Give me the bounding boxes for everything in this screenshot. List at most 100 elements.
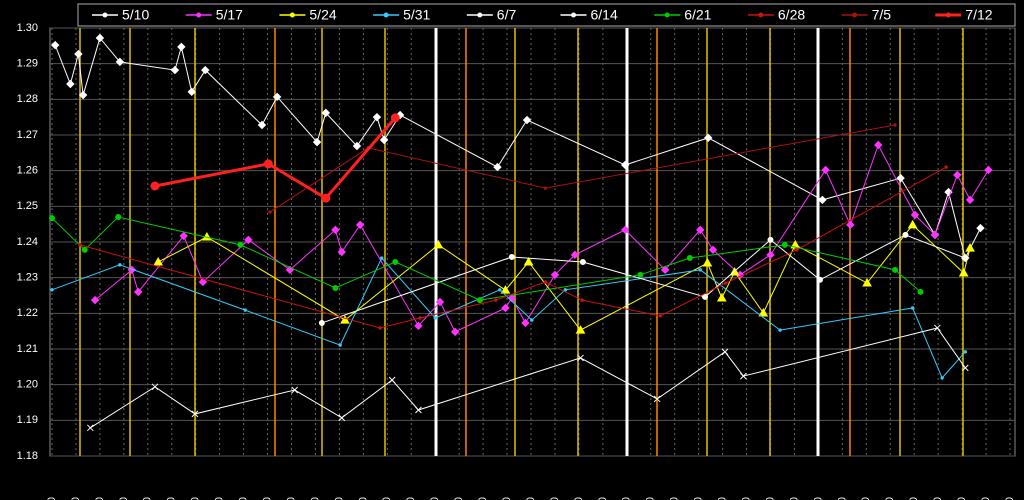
y-tick-label: 1.27 — [17, 129, 38, 141]
x-tick-label: 18:00 — [525, 497, 537, 500]
point — [118, 263, 122, 267]
point — [115, 214, 122, 221]
point — [658, 314, 663, 318]
point — [702, 258, 713, 267]
point — [340, 315, 350, 324]
point — [50, 288, 54, 292]
point — [686, 255, 693, 262]
point — [961, 364, 969, 372]
point — [570, 250, 580, 260]
point — [620, 160, 630, 170]
point — [795, 248, 799, 252]
line — [79, 166, 947, 329]
point — [244, 235, 253, 245]
point — [78, 243, 82, 247]
x-tick-label: 06:00 — [621, 497, 633, 500]
legend-marker — [571, 12, 576, 18]
x-tick-label: 12:00 — [669, 497, 681, 500]
point — [696, 225, 705, 235]
point — [724, 281, 728, 285]
point — [953, 170, 962, 180]
point — [379, 135, 389, 145]
point — [893, 123, 897, 127]
x-tick-label: 06:00 — [429, 497, 441, 500]
point — [390, 113, 400, 123]
point — [862, 278, 872, 287]
x-tick-label: 06:00 — [812, 497, 824, 500]
point — [312, 137, 322, 147]
legend-marker — [664, 12, 670, 18]
point — [74, 49, 83, 59]
point — [392, 258, 399, 265]
point — [237, 241, 244, 248]
point — [653, 395, 661, 403]
point — [933, 324, 941, 332]
point — [550, 270, 560, 280]
point — [272, 92, 282, 102]
point — [198, 277, 208, 287]
y-tick-label: 1.23 — [17, 272, 38, 284]
point — [963, 350, 967, 354]
legend-marker — [102, 12, 108, 18]
point — [580, 298, 584, 302]
point — [494, 298, 498, 302]
point — [944, 165, 948, 169]
point — [134, 287, 143, 297]
point — [508, 253, 515, 260]
legend-marker — [945, 12, 951, 18]
x-tick-label: 00:00 — [764, 497, 776, 500]
legend-label: 5/17 — [216, 7, 243, 23]
line — [51, 257, 966, 379]
y-tick-label: 1.28 — [17, 93, 38, 105]
point — [821, 165, 830, 175]
point — [874, 140, 883, 150]
series — [318, 231, 969, 326]
point — [321, 108, 331, 118]
y-tick-label: 1.29 — [17, 58, 38, 70]
point — [187, 87, 196, 97]
point — [543, 280, 548, 284]
point — [766, 250, 775, 260]
point — [620, 225, 630, 235]
point — [372, 112, 382, 122]
x-tick-label: 09:00 — [70, 497, 82, 500]
point — [721, 348, 729, 356]
x-tick-label: 21:00 — [357, 497, 369, 500]
point — [940, 376, 944, 380]
x-tick-label: 03:00 — [405, 497, 417, 500]
point — [637, 271, 644, 278]
x-tick-label: 15:00 — [693, 497, 705, 500]
legend-marker — [758, 12, 764, 18]
series — [78, 165, 948, 330]
legend-label: 7/12 — [965, 7, 992, 23]
point — [543, 186, 548, 190]
point — [95, 33, 105, 43]
line — [94, 143, 989, 333]
point — [816, 276, 823, 283]
point — [153, 256, 164, 266]
x-tick-label: 12:00 — [285, 497, 297, 500]
series — [49, 214, 924, 304]
point — [892, 266, 899, 273]
point — [337, 247, 347, 257]
x-tick-label: 06:00 — [46, 497, 58, 500]
point — [575, 325, 586, 334]
point — [522, 115, 532, 125]
line — [154, 116, 397, 201]
line — [269, 124, 896, 213]
point — [179, 231, 188, 241]
point — [698, 268, 702, 272]
point — [704, 133, 713, 143]
x-tick-label: 21:00 — [549, 497, 561, 500]
point — [321, 193, 331, 203]
series — [86, 324, 969, 432]
x-tick-label: 00:00 — [573, 497, 585, 500]
series — [50, 256, 967, 380]
point — [378, 326, 382, 330]
point — [90, 295, 100, 305]
x-tick-label: 18:00 — [717, 497, 729, 500]
legend-label: 6/7 — [497, 7, 517, 23]
x-tick-label: 18:00 — [908, 497, 920, 500]
point — [902, 231, 909, 238]
point — [660, 265, 670, 275]
